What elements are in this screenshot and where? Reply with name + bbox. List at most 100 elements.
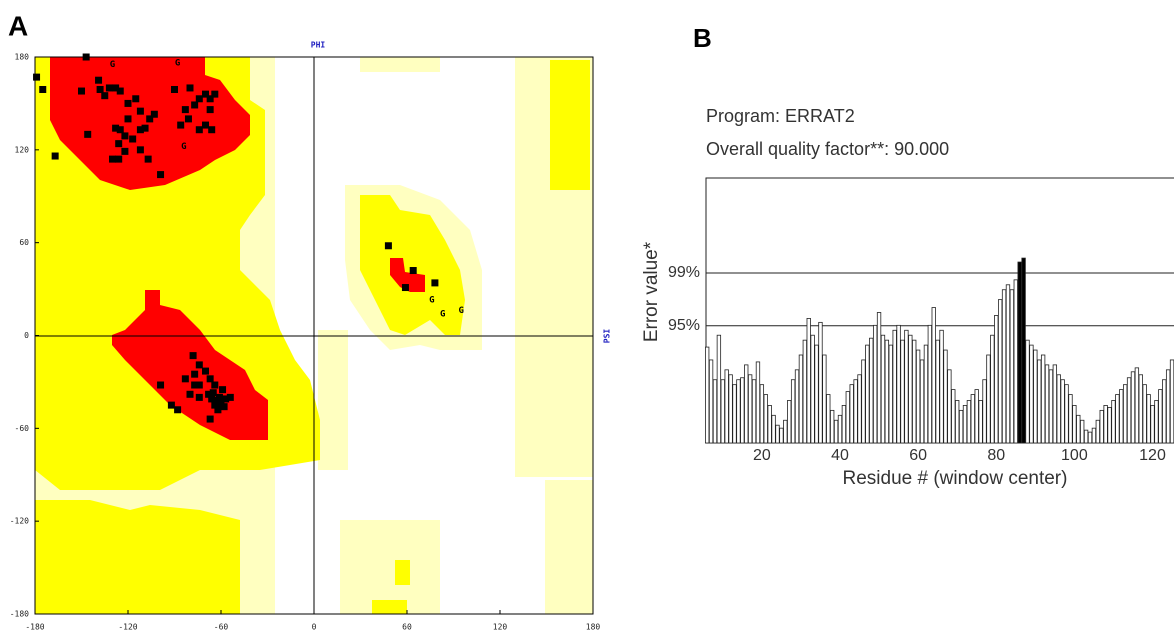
error-bar (1068, 394, 1073, 444)
error-bar (931, 307, 936, 444)
error-bar (740, 377, 745, 444)
error-bar (943, 349, 948, 444)
core-region (112, 290, 268, 440)
error-bar (1130, 371, 1136, 444)
glycine-marker: G (110, 60, 115, 70)
error-bar (955, 400, 960, 444)
error-bar (736, 379, 741, 444)
residue-point (214, 406, 222, 414)
residue-point (195, 95, 203, 103)
error-bar (830, 409, 835, 444)
error-bar (970, 394, 975, 444)
error-bar (1146, 394, 1151, 444)
error-bar (974, 389, 979, 444)
residue-point (157, 171, 165, 179)
residue-point (211, 90, 219, 98)
error-bar (1005, 284, 1011, 444)
error-bar (1033, 349, 1038, 444)
error-bar (716, 334, 722, 444)
error-bar (1142, 384, 1147, 444)
glycine-marker: G (459, 306, 464, 316)
error-bar (1029, 344, 1034, 444)
residue-point (121, 132, 129, 140)
error-bar (728, 374, 733, 444)
error-bar (720, 379, 725, 444)
core-region (390, 258, 425, 292)
quality-line: Overall quality factor**: 90.000 (706, 139, 949, 159)
error-bar (794, 369, 800, 444)
residue-point (191, 101, 199, 109)
error-bar (869, 337, 874, 444)
error-bar (1072, 405, 1077, 444)
error-bar (1083, 429, 1089, 444)
residue-point (208, 395, 216, 403)
residue-point (401, 284, 409, 292)
error-bar (978, 400, 983, 444)
error-bar (1052, 364, 1058, 444)
residue-point (33, 73, 41, 81)
residue-point (205, 390, 213, 398)
error-bar (1001, 289, 1007, 444)
error-bar (1111, 400, 1116, 444)
residue-point (112, 124, 120, 132)
y-tick-label: 60 (19, 238, 29, 247)
error-bar (857, 374, 862, 444)
x-tick-label: 0 (312, 623, 317, 632)
residue-point (144, 155, 152, 163)
error-bar (822, 354, 827, 444)
error-bar (865, 344, 870, 444)
residue-point (202, 121, 209, 129)
residue-point (226, 393, 234, 401)
error-bar (705, 346, 710, 444)
error-bar (1060, 379, 1065, 444)
error-bar (724, 369, 729, 444)
error-bar (779, 427, 784, 444)
y-axis-label: Error value* (641, 241, 662, 342)
allowed-region (545, 480, 593, 614)
error-bar (1021, 257, 1026, 444)
residue-point (95, 76, 103, 84)
x-tick-label: 80 (987, 447, 1005, 464)
allowed-region (318, 330, 348, 470)
error-bar (1115, 394, 1120, 444)
error-bar (841, 405, 847, 444)
error-bar (1037, 359, 1042, 444)
residue-point (150, 110, 158, 118)
residue-point (157, 381, 165, 389)
x-tick-label: 180 (586, 623, 601, 632)
program-line: Program: ERRAT2 (706, 106, 855, 126)
error-bar (939, 329, 944, 444)
error-bar (900, 339, 905, 444)
y-tick-label: 99% (668, 264, 700, 281)
residue-point (132, 95, 140, 103)
residue-point (211, 381, 219, 389)
residue-point (384, 242, 392, 250)
residue-point (222, 395, 230, 403)
error-bar (1044, 364, 1050, 444)
error-bar (923, 344, 929, 444)
error-bar (712, 379, 718, 444)
error-bar (833, 419, 839, 444)
error-bar (767, 405, 772, 444)
residue-point (116, 87, 124, 95)
y-tick-label: 0 (24, 331, 29, 340)
error-bar (888, 344, 893, 444)
error-bar (1025, 339, 1030, 444)
residue-point (82, 53, 90, 61)
residue-point (78, 87, 85, 95)
residue-point (219, 386, 227, 394)
residue-point (431, 279, 439, 287)
error-bar (896, 324, 901, 444)
error-bar (872, 324, 878, 444)
error-bar (810, 334, 815, 444)
error-bar (708, 359, 714, 444)
error-bar (998, 299, 1003, 444)
residue-point (167, 401, 175, 409)
error-bar (892, 329, 897, 444)
residue-point (186, 84, 194, 92)
error-bar (814, 344, 819, 444)
residue-point (206, 375, 214, 383)
error-bar (1154, 400, 1159, 444)
residue-point (202, 367, 209, 375)
